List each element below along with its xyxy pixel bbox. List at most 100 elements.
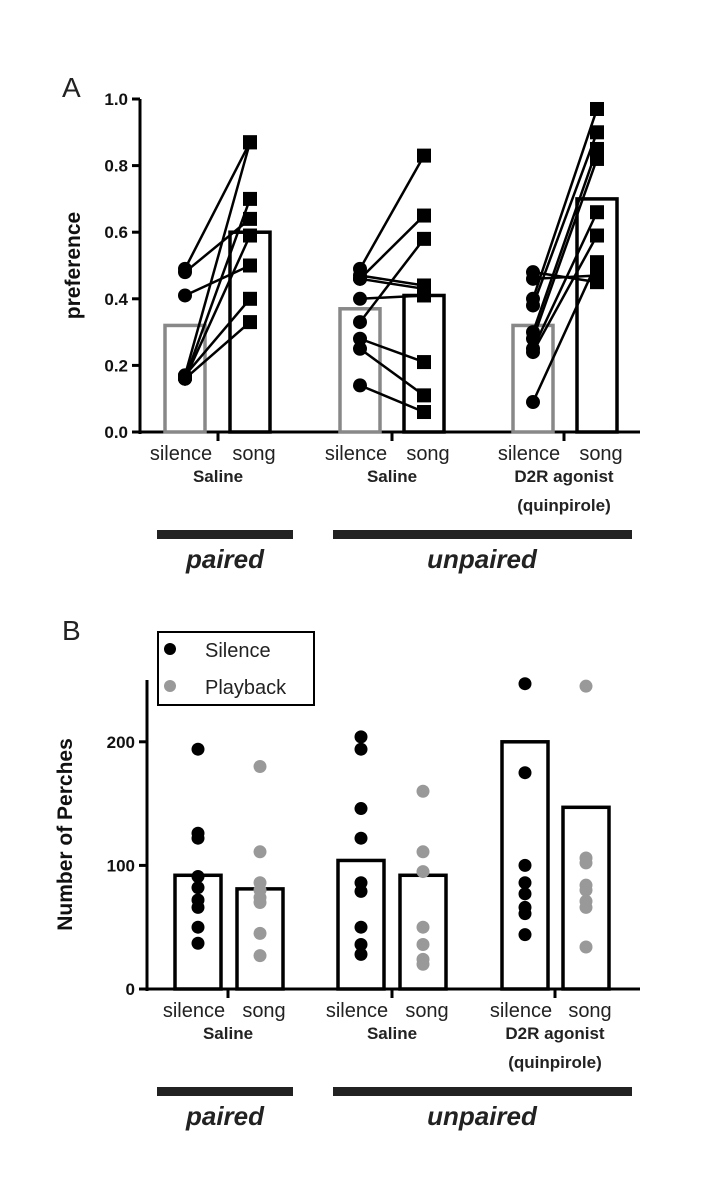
playback-point [253,926,267,940]
pair-line [359,294,425,301]
group-label: Saline [193,467,243,486]
silence-point [354,920,368,934]
pair-line [183,198,252,380]
legend-silence-marker [164,643,176,655]
playback-point [253,760,267,774]
group-label: (quinpirole) [517,496,610,515]
song-point [590,151,604,166]
bar-silence [500,740,550,991]
song-point [417,288,431,303]
playback-point [579,900,593,914]
playback-point [253,949,267,963]
silence-point [518,928,532,942]
silence-point [518,887,532,901]
playback-point [579,940,593,954]
condition-bar-paired [157,530,293,539]
legend-playback: Playback [205,677,287,699]
x-tick-label: silence [325,443,387,465]
legend-silence: Silence [205,640,271,662]
silence-point [526,395,540,410]
x-tick-label: song [579,443,622,465]
group-label: (quinpirole) [508,1053,601,1072]
pair-line [531,234,599,353]
pair-line [358,154,426,270]
group-label: D2R agonist [505,1024,605,1043]
y-axis-label: Number of Perches [54,738,77,931]
song-point [417,405,431,420]
x-tick-label: silence [163,1000,225,1022]
playback-point [416,845,430,859]
song-point [590,255,604,270]
legend-box [157,631,315,706]
pair-line [531,158,599,340]
silence-point [526,271,540,286]
y-tick-label: 0 [126,980,135,999]
pair-line [359,337,425,364]
song-point [590,268,604,283]
silence-point [178,371,192,386]
group-label: Saline [203,1024,253,1043]
bar-silence [338,307,382,434]
silence-point [354,802,368,816]
silence-point [353,291,367,306]
pair-line [184,321,251,380]
playback-point [253,895,267,909]
y-axis-label: preference [62,212,85,319]
silence-point [191,742,205,756]
silence-point [191,870,205,884]
playback-point [416,920,430,934]
song-point [590,228,604,243]
song-point [243,228,257,243]
silence-point [518,677,532,691]
playback-point [416,784,430,798]
playback-point [416,957,430,971]
x-tick-label: song [242,1000,285,1022]
silence-point [191,831,205,845]
playback-point [416,938,430,952]
song-point [590,125,604,140]
pair-line [183,235,252,380]
silence-point [178,265,192,280]
song-point [243,291,257,306]
legend-playback-marker [164,680,176,692]
x-tick-label: silence [498,443,560,465]
silence-point [354,947,368,961]
song-point [590,205,604,220]
condition-bar-unpaired [333,530,632,539]
pair-line [183,141,252,270]
silence-point [353,331,367,346]
pair-line [531,131,599,306]
silence-point [518,907,532,921]
song-point [243,211,257,226]
x-tick-label: silence [326,1000,388,1022]
song-point [243,191,257,206]
silence-point [518,876,532,890]
y-tick-label: 1.0 [104,90,128,109]
silence-point [354,831,368,845]
silence-point [354,884,368,898]
y-tick-label: 100 [107,856,135,875]
pair-line [359,274,425,287]
playback-point [579,883,593,897]
song-point [243,315,257,330]
song-point [590,101,604,116]
pair-line [359,277,425,291]
condition-label-unpaired: unpaired [427,544,538,574]
song-point [417,355,431,370]
song-point [243,135,257,150]
condition-label-unpaired: unpaired [427,1101,538,1131]
silence-point [353,341,367,356]
silence-point [353,315,367,330]
panel-b: 0 100 200 Number of Perches silence song silen… [54,677,640,1131]
condition-label-paired: paired [185,1101,265,1131]
silence-point [353,378,367,393]
panel-label-b: B [62,615,81,646]
song-point [417,388,431,403]
pair-line [184,264,251,297]
pair-line [359,347,425,397]
silence-point [354,730,368,744]
playback-point [579,856,593,870]
y-tick-label: 0.4 [104,290,128,309]
silence-point [353,271,367,286]
condition-label-paired: paired [185,544,265,574]
